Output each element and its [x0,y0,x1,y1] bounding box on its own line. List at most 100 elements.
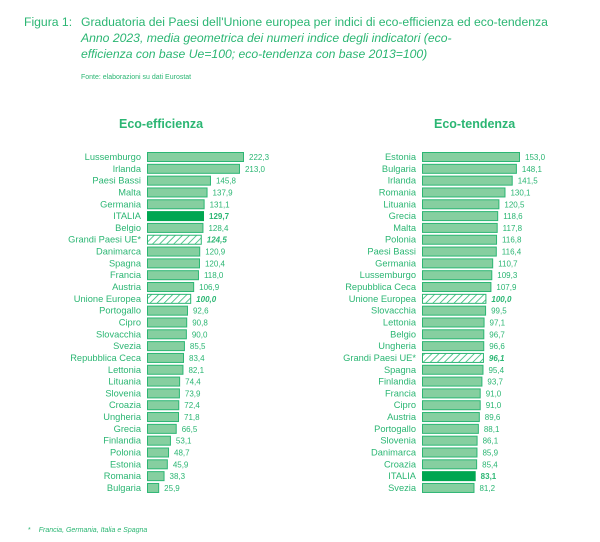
bar-eco-efficienza-lussemburgo [147,152,244,162]
category-label-eco-efficienza-slovenia: Slovenia [105,388,141,398]
bar-eco-efficienza-cipro [147,317,188,328]
value-label-eco-tendenza-grandi-paesi-ue: 96,1 [489,354,505,363]
bar-eco-efficienza-slovenia [147,388,180,399]
bar-eco-tendenza-unione-europea [422,293,487,304]
bar-eco-efficienza-belgio [147,222,204,233]
value-label-eco-efficienza-ungheria: 71,8 [184,413,200,422]
value-label-eco-efficienza-lettonia: 82,1 [188,366,204,375]
category-label-eco-efficienza-germania: Germania [100,199,142,209]
value-label-eco-efficienza-slovacchia: 90,0 [192,330,208,339]
bar-eco-tendenza-lituania [422,199,500,210]
bar-eco-efficienza-polonia [147,447,170,458]
bar-eco-tendenza-slovenia [422,435,478,446]
bar-eco-efficienza-bulgaria [147,482,160,493]
value-label-eco-efficienza-grecia: 66,5 [182,425,198,434]
value-label-eco-efficienza-portogallo: 92,6 [193,307,209,316]
bar-eco-efficienza-lituania [147,376,181,387]
bar-eco-tendenza-paesi-bassi [422,246,497,257]
value-label-eco-efficienza-lituania: 74,4 [185,378,201,387]
category-label-eco-tendenza-grecia: Grecia [389,211,417,221]
value-label-eco-tendenza-unione-europea: 100,0 [491,295,512,304]
figure-title: Graduatoria dei Paesi dell'Unione europe… [81,15,548,29]
bar-eco-tendenza-bulgaria [422,163,517,174]
category-label-eco-efficienza-lituania: Lituania [108,377,141,387]
value-label-eco-efficienza-slovenia: 73,9 [185,389,201,398]
category-label-eco-tendenza-grandi-paesi-ue: Grandi Paesi UE* [343,353,416,363]
figure-subtitle: Anno 2023, media geometrica dei numeri i… [81,31,452,61]
category-label-eco-tendenza-polonia: Polonia [385,235,417,245]
category-label-eco-efficienza-ungheria: Ungheria [103,412,142,422]
value-label-eco-tendenza-romania: 130,1 [510,188,531,197]
value-label-eco-efficienza-finlandia: 53,1 [176,437,192,446]
bar-eco-efficienza-grecia [147,423,177,434]
bar-eco-efficienza-croazia [147,400,180,411]
category-label-eco-tendenza-finlandia: Finlandia [378,377,417,387]
value-label-eco-efficienza-polonia: 48,7 [174,449,190,458]
category-label-eco-efficienza-repubblica-ceca: Repubblica Ceca [70,353,142,363]
category-label-eco-efficienza-unione-europea: Unione Europea [74,294,142,304]
footnote: * Francia, Germania, Italia e Spagna [28,527,147,534]
bar-eco-tendenza-repubblica-ceca [422,282,492,293]
value-label-eco-tendenza-austria: 89,6 [485,413,501,422]
category-label-eco-tendenza-irlanda: Irlanda [388,176,417,186]
value-label-eco-efficienza-lussemburgo: 222,3 [249,153,270,162]
category-label-eco-efficienza-portogallo: Portogallo [99,306,141,316]
bar-eco-efficienza-portogallo [147,305,188,316]
value-label-eco-efficienza-cipro: 90,8 [192,318,208,327]
footnote-marker: * [28,527,31,534]
bar-eco-efficienza-svezia [147,341,185,352]
category-label-eco-efficienza-polonia: Polonia [110,448,142,458]
value-label-eco-tendenza-croazia: 85,4 [482,460,498,469]
bar-eco-tendenza-italia [422,471,476,482]
category-label-eco-tendenza-repubblica-ceca: Repubblica Ceca [345,282,417,292]
value-label-eco-tendenza-lituania: 120,5 [504,200,525,209]
value-label-eco-efficienza-belgio: 128,4 [208,224,229,233]
bar-eco-efficienza-spagna [147,258,200,269]
value-label-eco-tendenza-germania: 110,7 [498,259,518,268]
bar-eco-tendenza-slovacchia [422,305,487,316]
bar-eco-tendenza-malta [422,222,498,233]
value-label-eco-efficienza-danimarca: 120,9 [205,248,226,257]
category-label-eco-efficienza-croazia: Croazia [109,400,142,410]
category-label-eco-efficienza-cipro: Cipro [119,317,141,327]
category-label-eco-tendenza-svezia: Svezia [388,483,417,493]
category-label-eco-tendenza-estonia: Estonia [385,152,417,162]
bar-eco-efficienza-ungheria [147,412,180,423]
category-label-eco-efficienza-grecia: Grecia [114,424,142,434]
category-label-eco-efficienza-romania: Romania [104,471,142,481]
category-label-eco-tendenza-germania: Germania [375,258,417,268]
bar-eco-tendenza-lettonia [422,317,485,328]
bar-eco-efficienza-slovacchia [147,329,187,340]
value-label-eco-tendenza-portogallo: 88,1 [484,425,500,434]
value-label-eco-tendenza-malta: 117,8 [503,224,523,233]
category-label-eco-tendenza-danimarca: Danimarca [371,448,417,458]
category-label-eco-efficienza-lettonia: Lettonia [108,365,142,375]
value-label-eco-tendenza-spagna: 95,4 [488,366,504,375]
bar-eco-tendenza-polonia [422,234,498,245]
bar-eco-tendenza-lussemburgo [422,270,493,281]
category-label-eco-tendenza-croazia: Croazia [384,459,417,469]
category-label-eco-tendenza-romania: Romania [379,187,417,197]
category-label-eco-efficienza-irlanda: Irlanda [113,164,142,174]
chart-eco-efficienza: Lussemburgo 222,3 Irlanda 213,0 Paesi Bassi 1… [68,152,270,493]
bar-eco-efficienza-estonia [147,459,168,470]
category-label-eco-tendenza-portogallo: Portogallo [374,424,416,434]
value-label-eco-tendenza-polonia: 116,8 [502,236,522,245]
value-label-eco-efficienza-svezia: 85,5 [190,342,206,351]
bar-eco-efficienza-grandi-paesi-ue [147,234,202,245]
figure-label: Figura 1: [24,15,73,29]
bar-eco-efficienza-paesi-bassi [147,175,211,186]
bar-eco-tendenza-francia [422,388,481,399]
bar-eco-tendenza-croazia [422,459,478,470]
bar-eco-efficienza-repubblica-ceca [147,352,185,363]
bar-eco-efficienza-francia [147,270,199,281]
category-label-eco-efficienza-italia: ITALIA [113,211,142,221]
value-label-eco-tendenza-cipro: 91,0 [486,401,502,410]
bar-eco-tendenza-romania [422,187,506,198]
value-label-eco-efficienza-repubblica-ceca: 83,4 [189,354,205,363]
bar-eco-efficienza-malta [147,187,208,198]
value-label-eco-efficienza-germania: 131,1 [210,200,231,209]
category-label-eco-efficienza-estonia: Estonia [110,459,142,469]
value-label-eco-tendenza-ungheria: 96,6 [489,342,505,351]
